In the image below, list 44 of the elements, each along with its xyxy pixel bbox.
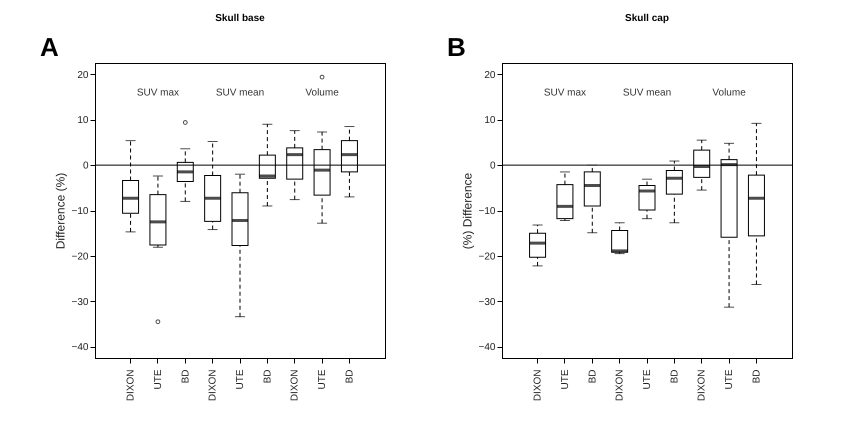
x-tick-label: DIXON bbox=[614, 370, 626, 402]
x-tick-label: BD bbox=[180, 370, 192, 384]
y-axis-title: (%) Difference bbox=[460, 172, 475, 250]
y-tick-label: 10 bbox=[484, 115, 496, 126]
x-tick-label: UTE bbox=[560, 369, 571, 390]
annotation: Volume bbox=[712, 88, 746, 98]
x-tick-label: DIXON bbox=[696, 370, 708, 402]
y-tick-label: 0 bbox=[490, 160, 496, 172]
y-tick-label: −10 bbox=[72, 206, 89, 217]
x-tick-label: DIXON bbox=[126, 370, 137, 402]
annotation: SUV mean bbox=[216, 88, 264, 98]
chart-title: Skull cap bbox=[625, 13, 669, 24]
y-axis-title: Difference (%) bbox=[54, 172, 68, 250]
y-tick-label: −40 bbox=[72, 342, 89, 354]
x-tick-label: UTE bbox=[317, 369, 328, 390]
y-tick-label: −30 bbox=[478, 296, 496, 308]
y-tick-label: 0 bbox=[82, 160, 89, 172]
y-tick-label: −30 bbox=[72, 296, 89, 308]
x-tick-label: BD bbox=[344, 370, 356, 384]
x-tick-label: BD bbox=[751, 370, 762, 384]
annotation: SUV mean bbox=[622, 88, 672, 98]
y-tick-label: −20 bbox=[72, 251, 89, 262]
x-tick-label: UTE bbox=[235, 369, 246, 390]
annotation: Volume bbox=[305, 88, 340, 98]
annotation: SUV max bbox=[136, 88, 180, 98]
x-tick-label: DIXON bbox=[290, 370, 301, 402]
text: B bbox=[447, 32, 466, 62]
x-tick-label: BD bbox=[587, 370, 598, 384]
x-tick-label: DIXON bbox=[532, 370, 544, 402]
y-tick-label: −10 bbox=[478, 206, 496, 217]
x-tick-label: BD bbox=[262, 370, 274, 384]
y-tick-label: −40 bbox=[478, 342, 496, 354]
x-tick-label: BD bbox=[669, 370, 680, 384]
x-tick-label: DIXON bbox=[208, 370, 219, 402]
y-tick-label: 10 bbox=[77, 115, 89, 126]
y-tick-label: −20 bbox=[478, 251, 496, 262]
chart-title: Skull base bbox=[215, 13, 266, 24]
annotation: SUV max bbox=[544, 88, 586, 98]
x-tick-label: UTE bbox=[152, 369, 164, 390]
x-tick-label: UTE bbox=[642, 369, 653, 390]
y-tick-label: 20 bbox=[484, 70, 496, 81]
text: A bbox=[40, 32, 59, 62]
x-tick-label: UTE bbox=[724, 369, 736, 390]
y-tick-label: 20 bbox=[77, 70, 89, 81]
